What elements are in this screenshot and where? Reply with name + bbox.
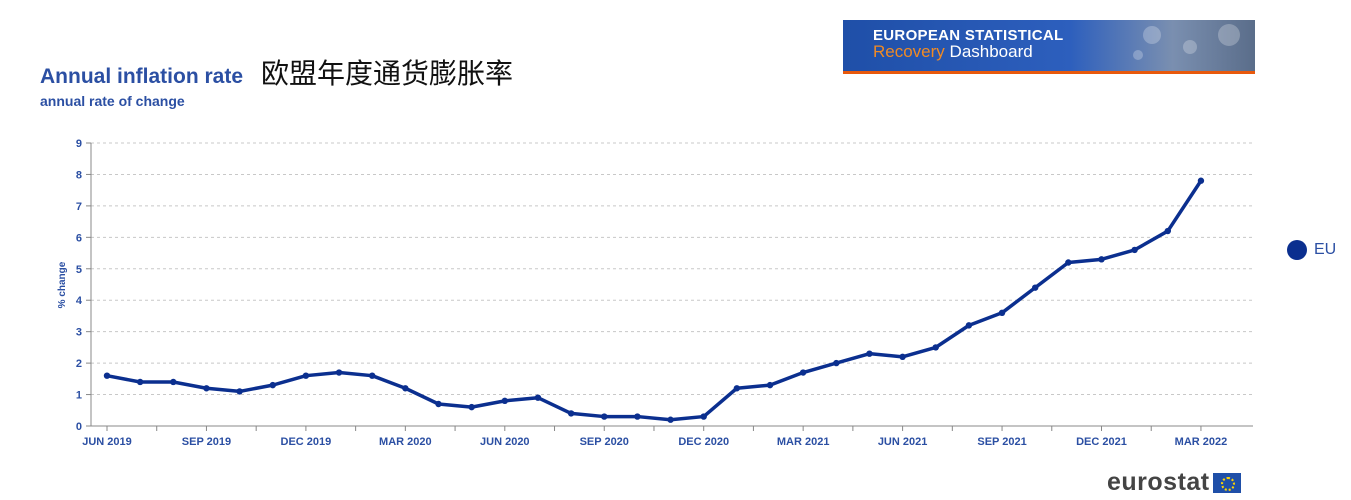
data-point-eu [335, 369, 343, 376]
data-point-eu [567, 410, 575, 417]
x-tick-label: DEC 2020 [678, 436, 729, 448]
eurostat-logo[interactable]: eurostat [1107, 468, 1241, 497]
x-tick-label: JUN 2019 [82, 436, 132, 448]
x-tick-label: MAR 2021 [777, 436, 830, 448]
data-point-eu [667, 416, 674, 423]
x-tick-label: DEC 2019 [281, 436, 332, 448]
y-tick-label: 3 [76, 327, 82, 339]
data-point-eu [269, 381, 276, 389]
y-tick-label: 7 [76, 201, 82, 213]
x-tick-label: SEP 2019 [182, 436, 231, 448]
data-point-eu [899, 353, 906, 361]
data-point-eu [1065, 259, 1072, 266]
x-tick-label: MAR 2022 [1175, 436, 1228, 448]
y-tick-label: 6 [76, 232, 82, 244]
data-point-eu [766, 381, 774, 389]
data-point-eu [733, 385, 741, 392]
data-point-eu [402, 385, 409, 392]
data-point-eu [965, 322, 973, 329]
series-line-eu [105, 178, 1203, 422]
legend[interactable]: EU [1287, 240, 1336, 260]
data-point-eu [369, 372, 376, 379]
data-point-eu [833, 359, 840, 367]
data-point-eu [601, 413, 608, 420]
data-point-eu [468, 403, 475, 411]
banner-line-1: EUROPEAN STATISTICAL [873, 27, 1064, 44]
data-point-eu [932, 344, 939, 351]
data-point-eu [501, 397, 508, 405]
virus-decoration-icon [1183, 40, 1197, 54]
y-tick-label: 2 [76, 358, 82, 370]
data-point-eu [998, 309, 1006, 316]
legend-swatch-eu [1287, 240, 1307, 260]
data-point-eu [866, 350, 873, 357]
data-point-eu [103, 372, 111, 379]
data-point-eu [1164, 227, 1172, 235]
data-point-eu [799, 369, 807, 376]
y-tick-label: 0 [76, 421, 82, 433]
data-point-eu [634, 413, 641, 420]
x-tick-label: JUN 2020 [480, 436, 530, 448]
banner-dashboard-text: Dashboard [944, 42, 1033, 61]
y-axis-label: % change [57, 261, 68, 308]
y-tick-label: 1 [76, 390, 82, 402]
virus-decoration-icon [1133, 50, 1143, 60]
eurostat-wordmark: eurostat [1107, 468, 1210, 496]
y-tick-label: 4 [76, 295, 83, 307]
data-point-eu [302, 372, 310, 379]
x-tick-label: DEC 2021 [1076, 436, 1127, 448]
virus-decoration-icon [1218, 24, 1240, 46]
data-point-eu [203, 385, 210, 392]
x-tick-label: JUN 2021 [878, 436, 928, 448]
banner-line-2: Recovery Dashboard [873, 42, 1033, 62]
axis-layer: 0 1 2 3 4 5 6 7 8 9 JUN 2019 SEP 2019 DEC 2019 MAR 20… [76, 138, 1253, 448]
chart-subtitle: annual rate of change [40, 93, 185, 109]
chart-title: Annual inflation rate [40, 65, 244, 88]
y-tick-label: 8 [76, 169, 82, 181]
data-point-eu [1098, 256, 1105, 263]
data-point-eu [136, 378, 144, 386]
virus-decoration-icon [1143, 26, 1161, 44]
data-point-eu [1032, 284, 1039, 291]
eu-flag-icon [1212, 472, 1241, 493]
data-point-eu [170, 378, 177, 386]
data-point-eu [236, 388, 243, 395]
data-point-eu [435, 400, 442, 408]
title-row: Annual inflation rate 欧盟年度通货膨胀率 [40, 52, 513, 92]
data-point-eu [1131, 246, 1138, 254]
x-tick-label: MAR 2020 [379, 436, 432, 448]
data-point-eu [1197, 177, 1205, 184]
data-point-eu [700, 413, 707, 420]
dashboard-banner[interactable]: EUROPEAN STATISTICAL Recovery Dashboard [843, 20, 1255, 74]
y-tick-label: 9 [76, 138, 82, 150]
data-point-eu [534, 394, 542, 401]
x-tick-label: SEP 2021 [977, 436, 1026, 448]
chart-title-chinese: 欧盟年度通货膨胀率 [261, 57, 514, 90]
legend-label-eu: EU [1314, 241, 1337, 258]
grid-layer [91, 142, 1253, 396]
x-tick-label: SEP 2020 [580, 436, 629, 448]
y-tick-label: 5 [76, 264, 82, 276]
banner-recovery-text: Recovery [873, 42, 945, 61]
series-layer [103, 177, 1205, 423]
